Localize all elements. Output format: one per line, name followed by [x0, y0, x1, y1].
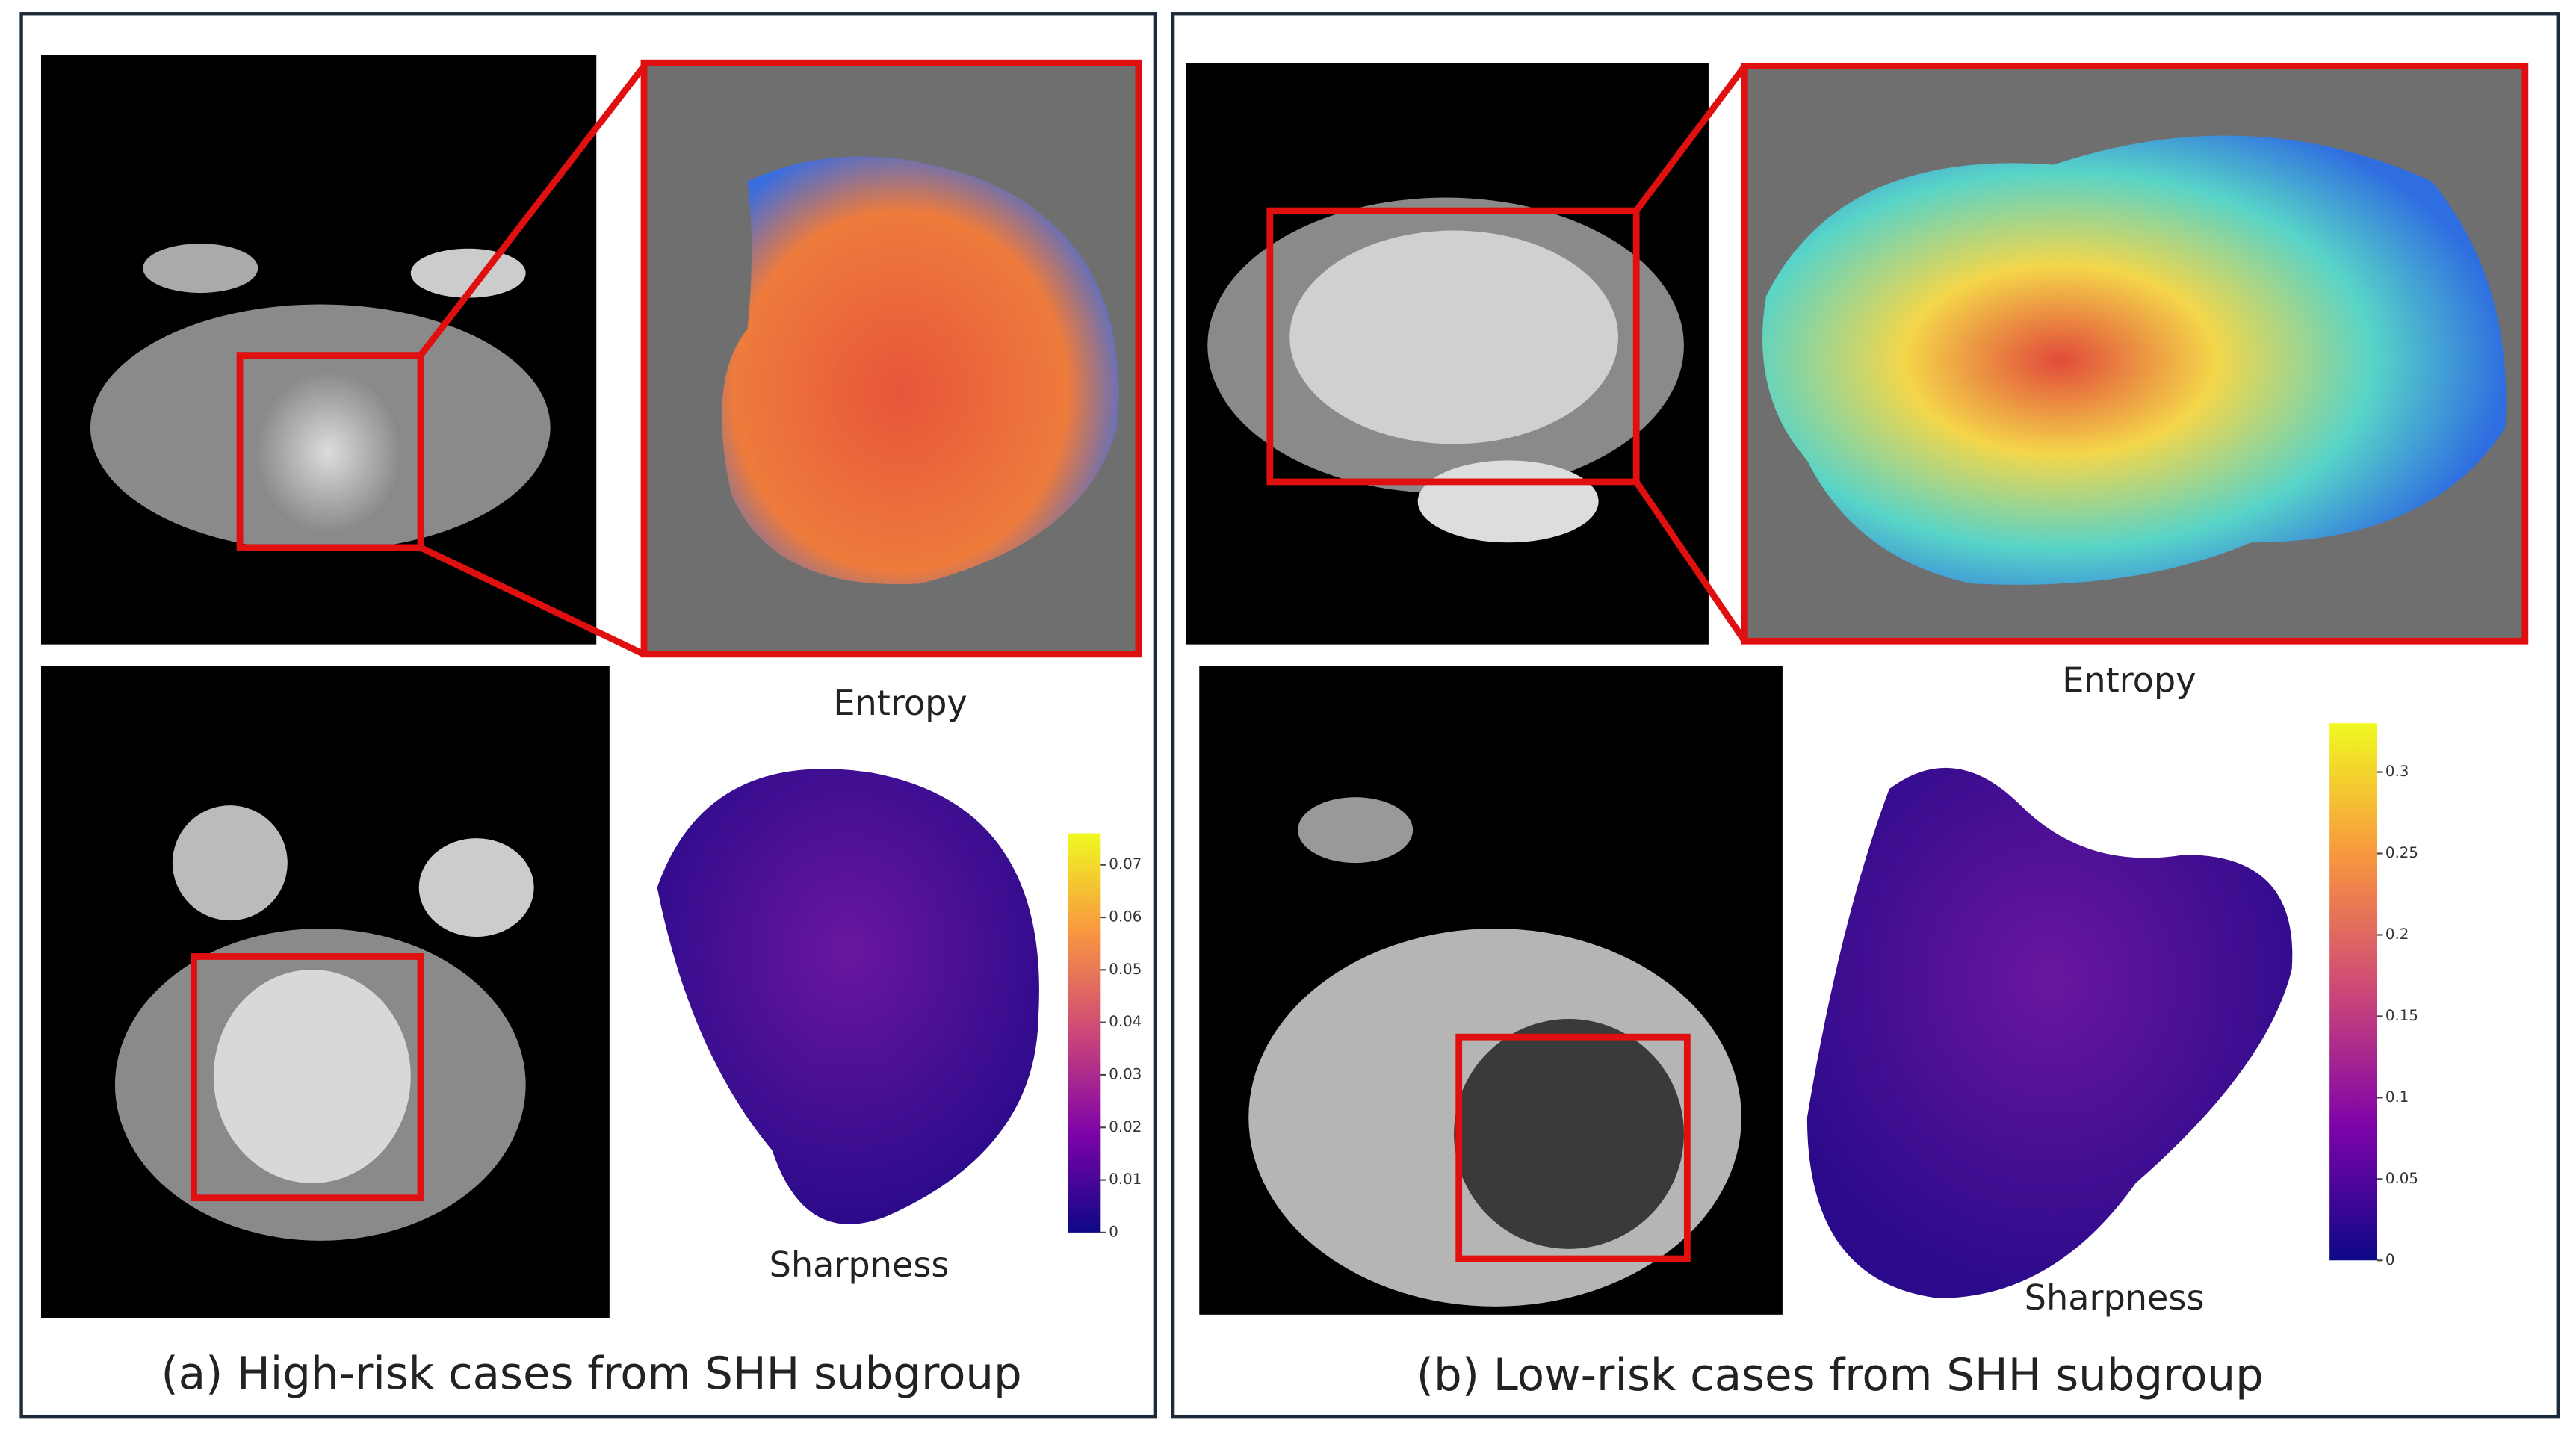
- sharpness-label: Sharpness: [2025, 1277, 2205, 1318]
- panel-caption: (b) Low-risk cases from SHH subgroup: [1417, 1350, 2264, 1401]
- panel-frame: [1171, 12, 2560, 1419]
- colorbar-tick-label: 0.06: [1109, 908, 1142, 926]
- colorbar: [2329, 723, 2377, 1261]
- zoom-line: [1633, 63, 1747, 213]
- colorbar-tick-label: 0.03: [1109, 1065, 1142, 1082]
- entropy-label: Entropy: [2062, 660, 2196, 700]
- colorbar-tick-label: 0: [1109, 1223, 1118, 1240]
- mri-axial: [40, 666, 610, 1318]
- sharpness-surface: [657, 769, 1039, 1224]
- colorbar-tick-label: 0.01: [1109, 1171, 1142, 1188]
- mri-axial: [1199, 666, 1783, 1315]
- panel-caption: (a) High-risk cases from SHH subgroup: [161, 1348, 1022, 1400]
- colorbar-tick-label: 0.05: [1109, 961, 1142, 978]
- entropy-map: [1741, 63, 2529, 645]
- colorbar-tick-label: 0.02: [1109, 1118, 1142, 1135]
- colorbar-tick-label: 0.05: [2385, 1170, 2418, 1187]
- zoom-line: [419, 544, 645, 657]
- colorbar-tick-label: 0.04: [1109, 1013, 1142, 1030]
- entropy-label: Entropy: [833, 683, 967, 723]
- entropy-map: [640, 59, 1142, 658]
- mri-axial: [40, 55, 597, 645]
- sharpness-surface: [1806, 767, 2293, 1298]
- colorbar-tick-label: 0: [2385, 1251, 2395, 1268]
- colorbar-tick-label: 0.2: [2385, 926, 2409, 943]
- colorbar-tick-label: 0.3: [2385, 763, 2409, 780]
- zoom-line: [1633, 480, 1747, 643]
- sharpness-label: Sharpness: [770, 1245, 950, 1285]
- colorbar-tick-label: 0.1: [2385, 1088, 2409, 1106]
- colorbar-tick-label: 0.25: [2385, 844, 2418, 861]
- zoom-line: [418, 63, 647, 358]
- colorbar-tick-label: 0.15: [2385, 1007, 2418, 1024]
- colorbar: [1068, 833, 1101, 1233]
- panel-frame: [19, 12, 1157, 1419]
- colorbar-tick-label: 0.07: [1109, 855, 1142, 873]
- mri-axial: [1186, 63, 1709, 645]
